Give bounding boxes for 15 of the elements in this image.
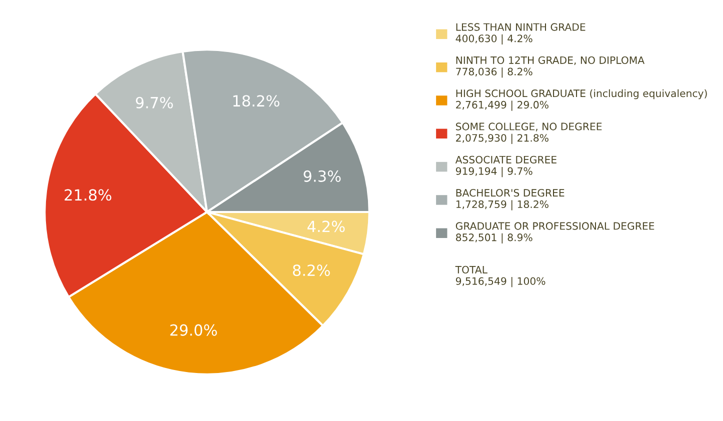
legend-label: SOME COLLEGE, NO DEGREE 2,075,930 | 21.8%: [456, 122, 602, 144]
legend-label: BACHELOR'S DEGREE 1,728,759 | 18.2%: [456, 188, 564, 210]
legend-label: HIGH SCHOOL GRADUATE (including equivalency) 2,761,499 | 29.0%: [456, 89, 707, 111]
data-label: 8.2%: [292, 264, 330, 276]
legend-label: GRADUATE OR PROFESSIONAL DEGREE 852,501 | 8.9%: [456, 222, 654, 244]
text: TOTAL 9,516,549 | 100%: [455, 266, 546, 288]
legend-label: NINTH TO 12TH GRADE, NO DIPLOMA 778,036 | 8.2%: [456, 56, 645, 78]
data-label: 21.8%: [64, 189, 112, 201]
data-label: 9.3%: [304, 170, 341, 182]
data-label: 4.2%: [307, 220, 345, 232]
legend-label: LESS THAN NINTH GRADE 400,630 | 4.2%: [456, 23, 586, 44]
data-label: 9.7%: [136, 96, 173, 108]
data-label: 29.0%: [170, 324, 217, 336]
legend-label: ASSOCIATE DEGREE 919,194 | 9.7%: [455, 156, 556, 178]
data-label: 18.2%: [233, 95, 280, 107]
